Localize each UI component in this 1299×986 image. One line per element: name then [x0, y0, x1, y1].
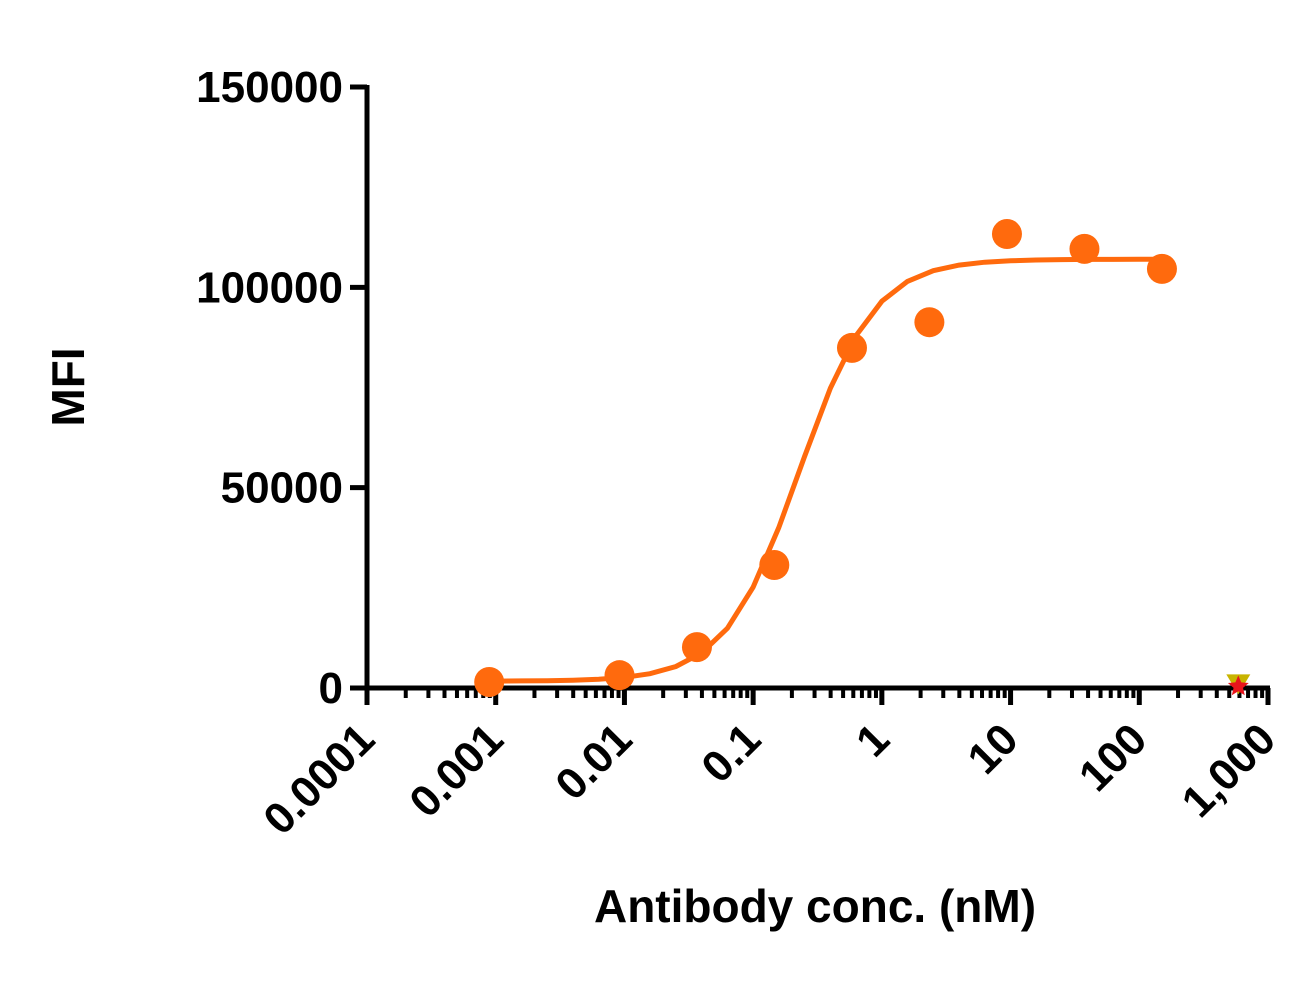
- x-tick-label: 0.001: [400, 714, 513, 827]
- fit-curve: [495, 256, 1165, 684]
- data-point: [474, 666, 505, 697]
- data-point: [604, 660, 635, 691]
- data-point: [1227, 675, 1249, 696]
- y-axis-label: MFI: [42, 347, 94, 426]
- y-tick-label: 50000: [221, 464, 343, 513]
- x-tick-label: 10: [958, 714, 1027, 783]
- x-tick-label: 0.1: [692, 714, 770, 792]
- data-point: [1069, 233, 1100, 264]
- x-tick-label: 1: [847, 714, 899, 766]
- x-tick-label: 0.0001: [254, 714, 384, 844]
- x-tick-label: 0.01: [546, 714, 641, 809]
- data-point: [914, 307, 945, 338]
- data-point: [1146, 253, 1177, 284]
- data-point: [681, 632, 712, 663]
- data-point: [759, 549, 790, 580]
- x-tick-label: 1,000: [1173, 714, 1286, 827]
- y-tick-label: 100000: [196, 263, 343, 312]
- y-tick-label: 0: [319, 664, 343, 713]
- data-point: [991, 219, 1022, 250]
- x-axis-label: Antibody conc. (nM): [594, 880, 1036, 932]
- x-tick-label: 100: [1070, 714, 1157, 801]
- data-point: [836, 332, 867, 363]
- y-tick-label: 150000: [196, 63, 343, 112]
